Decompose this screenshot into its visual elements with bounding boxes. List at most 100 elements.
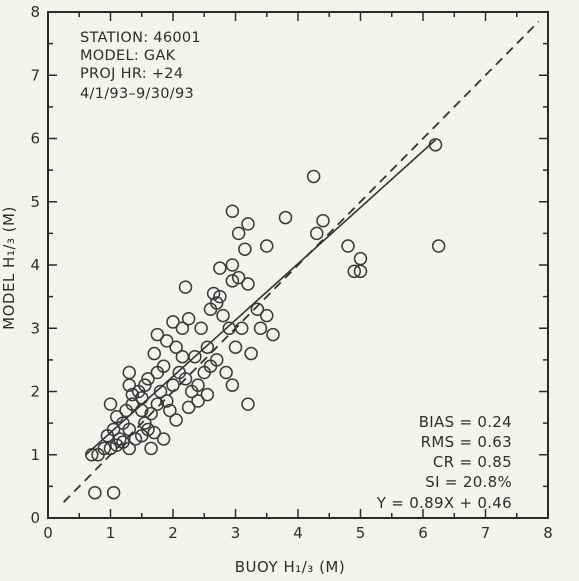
scatter-index-stat: SI = 20.8%	[425, 473, 512, 491]
y-tick-label: 5	[30, 193, 40, 211]
data-point	[260, 308, 274, 323]
data-point	[163, 403, 177, 418]
y-tick-label: 8	[30, 3, 40, 21]
station-label: STATION: 46001	[80, 30, 201, 46]
data-point	[216, 308, 230, 323]
data-point	[353, 251, 368, 266]
y-tick-label: 7	[30, 66, 40, 84]
y-tick-label: 6	[30, 130, 40, 148]
data-point	[250, 302, 265, 317]
data-point	[125, 397, 140, 411]
data-point	[150, 397, 165, 411]
data-point	[210, 353, 224, 367]
data-point	[191, 378, 205, 392]
data-point	[228, 340, 243, 354]
data-point	[306, 169, 321, 184]
y-axis-title: MODEL H₁/₃ (M)	[0, 206, 18, 330]
data-point	[138, 416, 152, 430]
data-point	[103, 441, 118, 456]
y-tick-label: 3	[30, 319, 40, 337]
data-point	[241, 397, 255, 411]
data-point	[213, 261, 227, 275]
x-axis-title: BUOY H₁/₃ (M)	[235, 558, 345, 576]
regression-equation-stat: Y = 0.89X + 0.46	[376, 494, 512, 512]
data-point	[169, 340, 183, 354]
data-point	[156, 432, 171, 446]
data-point	[213, 289, 227, 304]
data-point	[110, 438, 124, 453]
data-point	[260, 239, 274, 253]
data-point	[191, 394, 205, 408]
correlation-stat: CR = 0.85	[433, 453, 512, 471]
data-point	[244, 346, 258, 361]
data-point	[125, 387, 140, 402]
data-point	[144, 441, 158, 456]
data-point	[225, 204, 240, 218]
data-point	[88, 485, 102, 500]
data-point	[428, 138, 443, 152]
data-point	[175, 321, 190, 335]
data-point	[113, 432, 127, 446]
data-point	[194, 321, 208, 335]
data-point	[231, 270, 246, 285]
data-point	[353, 264, 368, 279]
x-tick-label: 1	[106, 524, 116, 542]
data-point	[153, 384, 168, 399]
data-point	[106, 485, 121, 500]
data-point	[341, 239, 355, 253]
data-point	[222, 321, 236, 335]
data-point	[200, 387, 215, 402]
data-point	[200, 340, 215, 354]
rms-stat: RMS = 0.63	[421, 433, 512, 451]
data-point	[253, 321, 268, 335]
data-point	[219, 365, 233, 380]
x-tick-label: 4	[293, 524, 303, 542]
data-point	[431, 239, 446, 253]
data-point	[160, 394, 174, 408]
data-point	[178, 280, 193, 294]
data-point	[147, 425, 161, 440]
data-point	[206, 286, 221, 301]
data-point	[241, 217, 255, 231]
data-point	[166, 315, 180, 329]
x-tick-label: 2	[168, 524, 178, 542]
data-point	[241, 277, 255, 291]
data-point	[138, 378, 152, 392]
data-point	[310, 226, 324, 241]
data-point	[147, 346, 161, 361]
x-tick-label: 0	[43, 524, 53, 542]
y-tick-label: 4	[30, 256, 40, 274]
data-point	[141, 372, 155, 386]
bias-stat: BIAS = 0.24	[419, 413, 512, 431]
data-point	[141, 422, 155, 437]
regression-fit-line	[84, 139, 437, 456]
data-point	[103, 397, 118, 411]
x-tick-label: 3	[231, 524, 241, 542]
date-range-label: 4/1/93–9/30/93	[80, 86, 194, 102]
data-point	[231, 226, 246, 241]
data-point	[160, 334, 174, 348]
data-point	[122, 422, 136, 437]
data-point	[135, 391, 149, 405]
model-label: MODEL: GAK	[80, 48, 176, 64]
data-point	[85, 448, 99, 462]
data-point	[235, 321, 249, 335]
y-tick-label: 1	[30, 446, 40, 464]
data-point	[144, 406, 158, 421]
data-point	[122, 365, 136, 380]
data-point	[106, 422, 121, 437]
data-point	[347, 264, 361, 279]
data-point	[169, 413, 183, 427]
data-point	[166, 378, 180, 392]
data-point	[181, 400, 196, 415]
data-points	[85, 138, 446, 500]
data-point	[150, 365, 165, 380]
y-tick-label: 2	[30, 383, 40, 401]
data-point	[97, 441, 111, 456]
projection-hour-label: PROJ HR: +24	[80, 66, 183, 82]
data-point	[238, 242, 252, 256]
data-point	[210, 296, 224, 310]
axis-tick-labels: 0 1 2 3 4 5 6 7 8 0 1 2 3 4 5 6 7 8	[30, 3, 552, 542]
